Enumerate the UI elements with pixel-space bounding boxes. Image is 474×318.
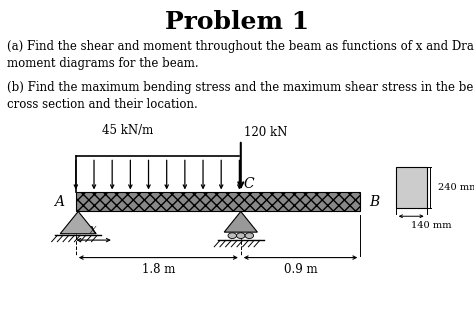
Text: (a) Find the shear and moment throughout the beam as functions of x and Draw the: (a) Find the shear and moment throughout… [7,40,474,70]
Circle shape [245,233,254,238]
Text: 45 kN/m: 45 kN/m [102,124,154,137]
Polygon shape [224,211,257,232]
Text: A: A [54,195,64,209]
Text: C: C [243,177,254,191]
Text: Problem 1: Problem 1 [165,10,309,33]
Polygon shape [60,211,96,234]
Circle shape [228,233,237,238]
Text: 240 mm: 240 mm [438,183,474,192]
Text: x: x [91,223,97,236]
Text: B: B [369,195,379,209]
Text: (b) Find the maximum bending stress and the maximum shear stress in the beam for: (b) Find the maximum bending stress and … [7,81,474,111]
Polygon shape [396,167,427,208]
Circle shape [237,233,245,238]
Text: 1.8 m: 1.8 m [142,263,175,276]
Text: 0.9 m: 0.9 m [284,263,317,276]
Text: 140 mm: 140 mm [411,221,452,230]
Text: 120 kN: 120 kN [244,126,288,139]
Polygon shape [76,192,360,211]
